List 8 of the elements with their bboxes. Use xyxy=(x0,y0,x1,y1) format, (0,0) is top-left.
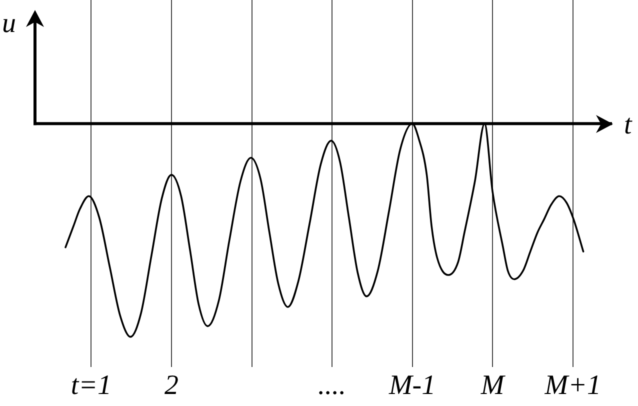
x-axis-title: t xyxy=(624,110,633,141)
x-tick-label: .... xyxy=(318,370,346,401)
x-tick-label: 2 xyxy=(164,370,178,401)
x-tick-label: M+1 xyxy=(544,370,601,401)
x-tick-label: M-1 xyxy=(388,370,436,401)
x-tick-label: M xyxy=(480,370,506,401)
y-axis-title: u xyxy=(2,8,16,39)
x-tick-label: t=1 xyxy=(70,370,112,401)
